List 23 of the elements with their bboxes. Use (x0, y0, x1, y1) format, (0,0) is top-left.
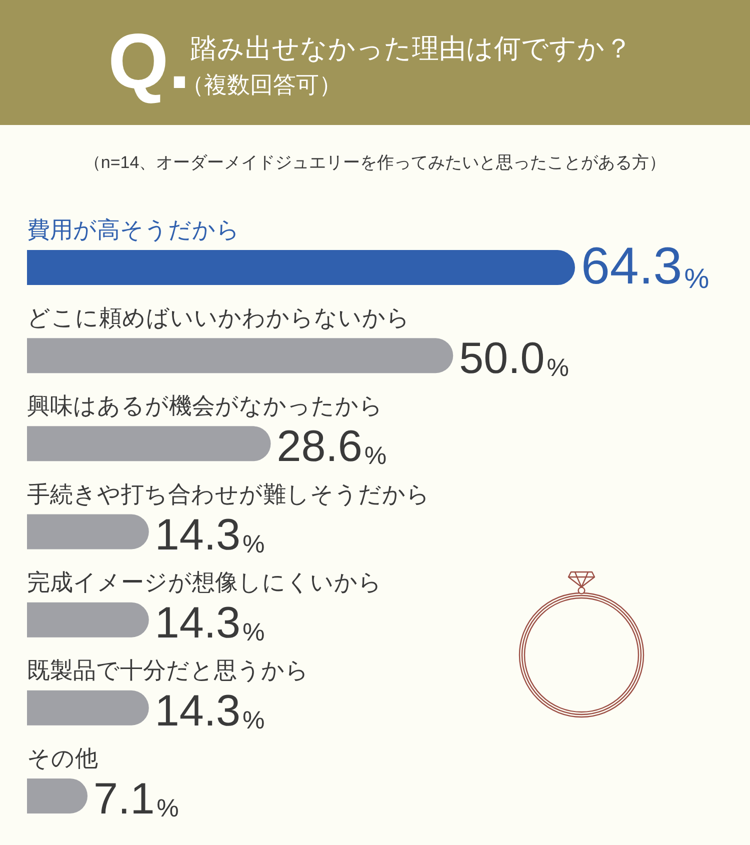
bar (27, 338, 454, 374)
data-label: 14.3% (154, 510, 265, 560)
data-label: 64.3% (581, 238, 710, 296)
bar (27, 250, 575, 286)
text: （n=14、オーダーメイドジュエリーを作ってみたいと思ったことがある方） (84, 153, 666, 172)
bar (27, 778, 88, 814)
bar (27, 690, 149, 726)
data-label: 28.6% (276, 422, 387, 472)
y-tick-label: どこに頼めばいいかわからないから (27, 304, 410, 331)
y-tick-label: その他 (27, 744, 98, 771)
data-label: 50.0% (459, 334, 569, 384)
data-label: 14.3% (154, 598, 265, 648)
data-label: 7.1% (94, 774, 179, 824)
y-tick-label: 手続きや打ち合わせが難しそうだから (27, 480, 430, 507)
y-tick-label: 興味はあるが機会がなかったから (27, 392, 383, 419)
bar (27, 426, 271, 462)
y-tick-label: 完成イメージが想像しにくいから (27, 568, 382, 595)
y-tick-label: 費用が高そうだから (27, 216, 240, 243)
bar (27, 514, 149, 550)
bar (27, 602, 149, 638)
data-label: 14.3% (154, 686, 265, 736)
y-tick-label: 既製品で十分だと思うから (27, 656, 309, 683)
chart-title: 踏み出せなかった理由は何ですか？ (190, 34, 632, 64)
